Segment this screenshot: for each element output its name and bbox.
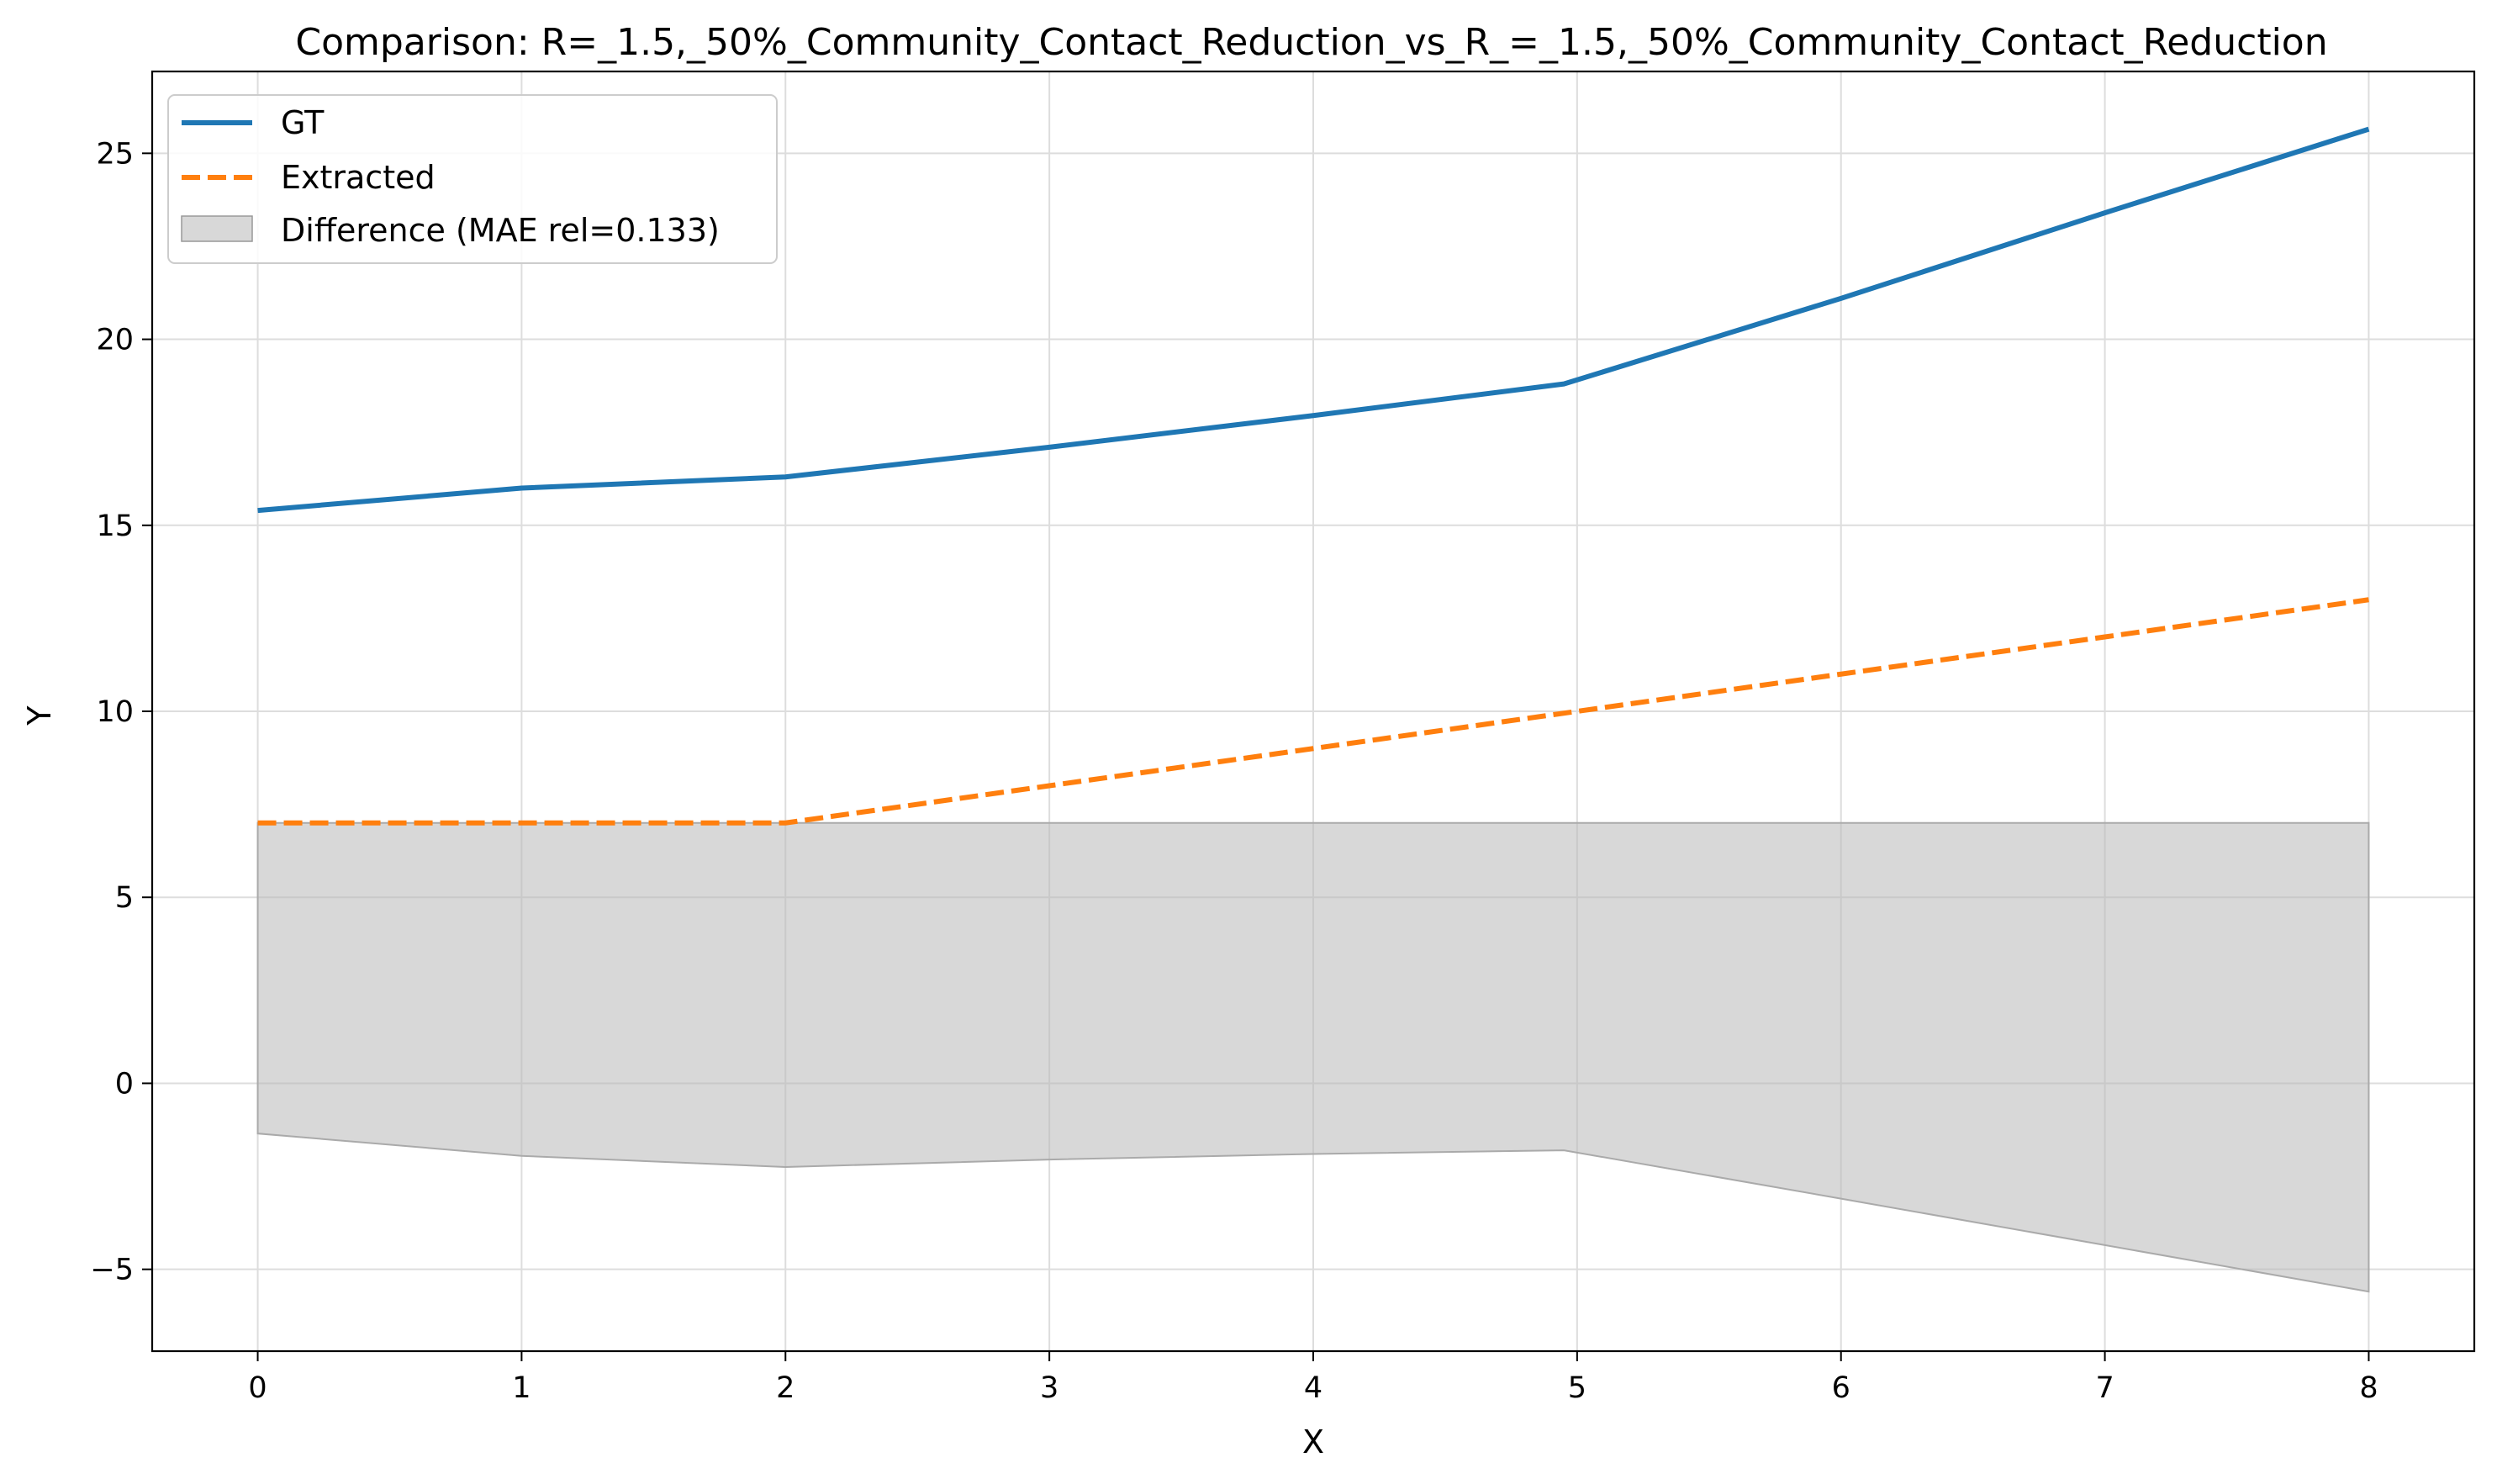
x-axis-label: X [1302, 1423, 1324, 1460]
legend-box [167, 94, 778, 264]
x-tick-label-5: 5 [1568, 1371, 1586, 1405]
x-tick-label-3: 3 [1040, 1371, 1058, 1405]
x-tick-label-7: 7 [2095, 1371, 2114, 1405]
y-tick-label-2: 5 [115, 881, 134, 915]
x-tick-label-0: 0 [248, 1371, 267, 1405]
y-tick-label-6: 25 [96, 137, 134, 171]
x-tick-label-2: 2 [776, 1371, 794, 1405]
legend-label-difference: Difference (MAE rel=0.133) [281, 212, 720, 249]
series-line-extracted [257, 597, 2369, 826]
x-tick-label-4: 4 [1304, 1371, 1322, 1405]
difference-area [256, 821, 2370, 1293]
difference-fill-layer [256, 821, 2370, 1293]
legend-label-extracted: Extracted [281, 159, 436, 196]
series-layer [257, 126, 2370, 826]
legend: GT Extracted Difference (MAE rel=0.133) [167, 94, 778, 264]
y-tick-label-5: 20 [96, 324, 134, 357]
y-tick-label-1: 0 [115, 1067, 134, 1101]
x-axis-ticks: 0 1 2 3 4 5 6 7 8 [248, 1351, 2378, 1405]
legend-swatch-difference [181, 215, 253, 242]
y-tick-label-3: 10 [96, 695, 134, 729]
chart-title: Comparison: R=_1.5,_50%_Community_Contac… [295, 21, 2327, 64]
series-line-gt [257, 126, 2370, 514]
y-tick-label-4: 15 [96, 510, 134, 543]
x-tick-label-1: 1 [512, 1371, 531, 1405]
x-tick-label-6: 6 [1832, 1371, 1850, 1405]
y-axis-ticks: −5 0 5 10 15 20 25 [90, 137, 152, 1287]
x-tick-label-8: 8 [2359, 1371, 2378, 1405]
legend-label-gt: GT [281, 104, 325, 141]
y-axis-label: Y [21, 705, 58, 726]
y-tick-label-0: −5 [90, 1254, 134, 1287]
